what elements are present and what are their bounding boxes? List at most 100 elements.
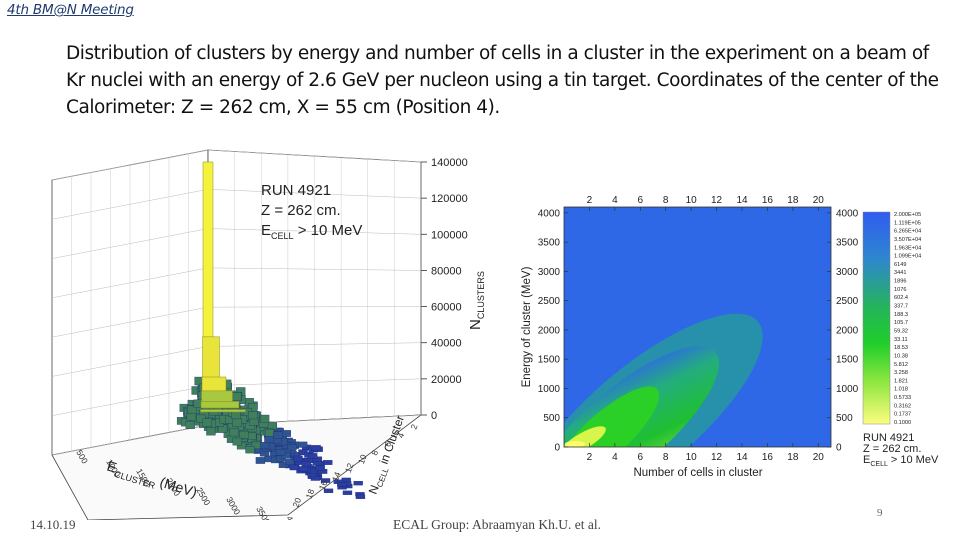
lego-plot: RUN 4921 Z = 262 cm. ECELL > 10 MeV 1400… [51,149,486,520]
lego-z-axis-label: NCLUSTERS [467,271,486,330]
colorbar-label: 5.812 [894,362,908,368]
lego-bin [232,418,242,427]
heatmap-right-y-tick-label: 2000 [836,325,859,336]
colorbar-label: 1.099E+04 [894,254,921,260]
heatmap-y-ticks: 0 500 1000 1500 2000 2500 3000 3500 4000 [538,208,568,454]
heatmap-x-tick-label: 12 [711,452,723,463]
lego-bin [255,457,266,464]
colorbar-label: 6.265E+04 [894,229,921,235]
colorbar-label: 0.1737 [894,412,911,418]
lego-z-tick-label: 120000 [431,193,468,205]
lego-bin [337,482,347,487]
lego-bin [202,418,213,427]
colorbar-label: 10.38 [894,353,908,359]
lego-grid [51,149,422,456]
colorbar-label: 3.507E+04 [894,237,921,243]
colorbar-label: 337.7 [894,304,908,310]
heatmap-right-y-tick-label: 3000 [836,267,859,278]
lego-y-tick-label: 10 [356,453,369,466]
colorbar-label: 188.3 [894,312,908,318]
lego-bin [323,488,334,493]
colorbar-label: 2.000E+05 [894,212,921,218]
lego-z-tick-label: 140000 [431,157,468,169]
lego-bin [260,441,270,449]
lego-annotation: RUN 4921 Z = 262 cm. ECELL > 10 MeV [261,182,362,241]
colorbar-label: 6149 [894,262,906,268]
lego-bin [229,428,239,437]
lego-y-tick-label: 18 [304,487,317,500]
lego-bin [231,392,242,402]
lego-y-tick-label: 6 [382,440,393,448]
lego-bin [353,481,363,486]
lego-bin [320,478,331,483]
heatmap-y-tick-label: 0 [554,443,560,454]
lego-bin [264,435,274,443]
heatmap-top-tick-label: 6 [638,195,644,206]
lego-z-tick-label: 0 [431,410,437,422]
heatmap-annotation: RUN 4921 Z = 262 cm. ECELL > 10 MeV [863,432,939,468]
slide-description: Distribution of clusters by energy and n… [66,43,939,118]
colorbar-label: 0.1000 [894,420,911,426]
colorbar-label: 1896 [894,279,906,285]
lego-y-tick-label: 4 [395,431,406,439]
colorbar-labels: 0.1000 0.1737 0.3162 0.5733 1.018 1.821 3.258 5… [894,212,921,426]
heatmap-y-label: Energy of cluster (MeV) [521,266,533,387]
lego-bin [298,466,309,472]
page-number: 9 [877,507,883,519]
heatmap-density [564,313,763,447]
heatmap-x-tick-label: 10 [686,452,698,463]
colorbar [862,211,891,425]
heatmap-x-tick-label: 2 [587,452,593,463]
lego-y-tick-label: 12 [343,461,356,474]
lego-bin [342,490,353,495]
lego-z-ticks: 140000 120000 100000 80000 60000 40000 20000 0 [421,157,468,422]
heatmap-x-tick-label: 16 [762,452,774,463]
lego-z-label: Z = 262 cm. [261,202,341,219]
heatmap-y-tick-label: 3000 [538,267,561,278]
colorbar-label: 1.119E+05 [894,220,921,226]
colorbar-label: 0.5733 [894,395,911,401]
heatmap-x-label: Number of cells in cluster [633,467,762,479]
lego-y-tick-label: 8 [369,449,380,457]
lego-bin [355,494,366,499]
heatmap-z-label: Z = 262 cm. [863,443,921,455]
lego-bin [206,427,216,436]
lego-bin [297,441,308,448]
colorbar-label: 1.821 [894,378,908,384]
heatmap-y-tick-label: 3500 [538,238,561,249]
lego-z-tick-label: 80000 [431,265,462,277]
heatmap-top-tick-label: 18 [787,195,799,206]
heatmap-ecell-label: ECELL > 10 MeV [863,454,939,468]
lego-bin [293,455,303,462]
lego-bin [281,452,291,459]
colorbar-label: 1.963E+04 [894,245,921,251]
heatmap-right-y-tick-label: 2500 [836,296,859,307]
lego-bin [232,437,242,446]
colorbar-label: 1076 [894,287,906,293]
colorbar-label: 3.258 [894,370,908,376]
lego-bin [284,459,295,465]
lego-bin [187,405,197,414]
lego-y-tick-label: 14 [330,470,343,483]
lego-bin [289,464,300,471]
lego-peak-bin [200,401,240,409]
heatmap-plot: 2 2 4 4 6 6 8 8 10 10 12 12 14 14 16 16 18 18 20 20 0 500 100… [521,195,939,479]
heatmap-top-tick-label: 10 [686,195,698,206]
lego-z-tick-label: 40000 [431,338,462,350]
heatmap-y-tick-label: 1000 [538,384,561,395]
colorbar-label: 33.11 [894,337,908,343]
heatmap-x-tick-label: 18 [787,452,799,463]
heatmap-right-y-tick-label: 1500 [836,355,859,366]
heatmap-x-ticks: 2 2 4 4 6 6 8 8 10 10 12 12 14 14 16 16 18 18 20 20 [587,195,825,463]
heatmap-x-tick-label: 6 [638,452,644,463]
lego-bin [281,430,291,437]
heatmap-top-tick-label: 16 [762,195,774,206]
lego-bin [323,460,333,465]
lego-z-tick-label: 100000 [431,229,468,241]
heatmap-top-tick-label: 14 [736,195,748,206]
lego-peak-bin [200,409,246,413]
lego-bin [287,444,297,451]
lego-y-tick-label: 2 [408,423,419,431]
colorbar-label: 18.53 [894,345,908,351]
heatmap-top-tick-label: 20 [813,195,825,206]
